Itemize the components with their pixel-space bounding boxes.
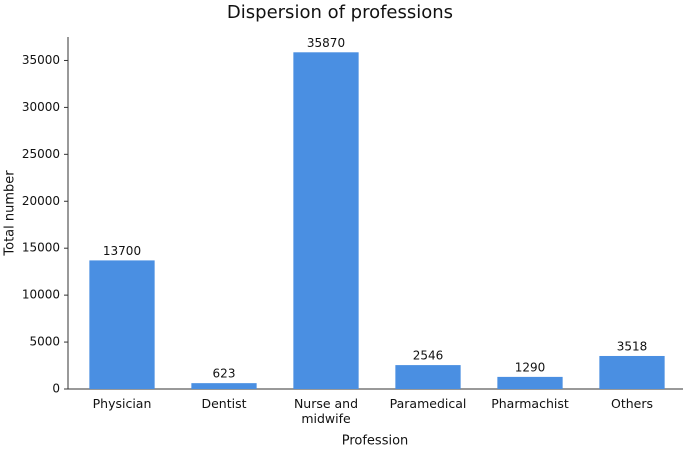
x-tick-label: Nurse and midwife bbox=[293, 396, 359, 426]
y-axis-label: Total number bbox=[3, 170, 18, 257]
y-tick-label: 25000 bbox=[22, 147, 60, 161]
data-label: 1290 bbox=[515, 360, 546, 374]
x-tick-label: Physician bbox=[92, 396, 152, 411]
x-tick-label: Others bbox=[610, 396, 653, 411]
bar bbox=[395, 365, 461, 389]
x-axis-label: Profession bbox=[342, 434, 409, 449]
data-label: 13700 bbox=[103, 244, 141, 258]
data-label: 623 bbox=[213, 367, 236, 381]
x-tick-label: Paramedical bbox=[389, 396, 467, 411]
bar bbox=[191, 383, 257, 389]
y-tick-label: 15000 bbox=[22, 241, 60, 255]
y-tick-label: 35000 bbox=[22, 53, 60, 67]
y-tick-label: 20000 bbox=[22, 194, 60, 208]
bar bbox=[497, 376, 563, 389]
y-tick-label: 30000 bbox=[22, 100, 60, 114]
data-label: 3518 bbox=[617, 339, 648, 353]
data-label: 2546 bbox=[413, 349, 444, 363]
bar bbox=[599, 355, 665, 389]
x-tick-label: Dentist bbox=[201, 396, 247, 411]
bar bbox=[293, 52, 359, 390]
y-tick-label: 0 bbox=[52, 382, 60, 396]
chart-title: Dispersion of professions bbox=[227, 2, 453, 23]
bar bbox=[89, 260, 155, 389]
data-label: 35870 bbox=[307, 36, 345, 50]
x-tick-label: Pharmachist bbox=[491, 396, 569, 411]
y-tick-label: 10000 bbox=[22, 288, 60, 302]
y-tick-label: 5000 bbox=[29, 335, 60, 349]
